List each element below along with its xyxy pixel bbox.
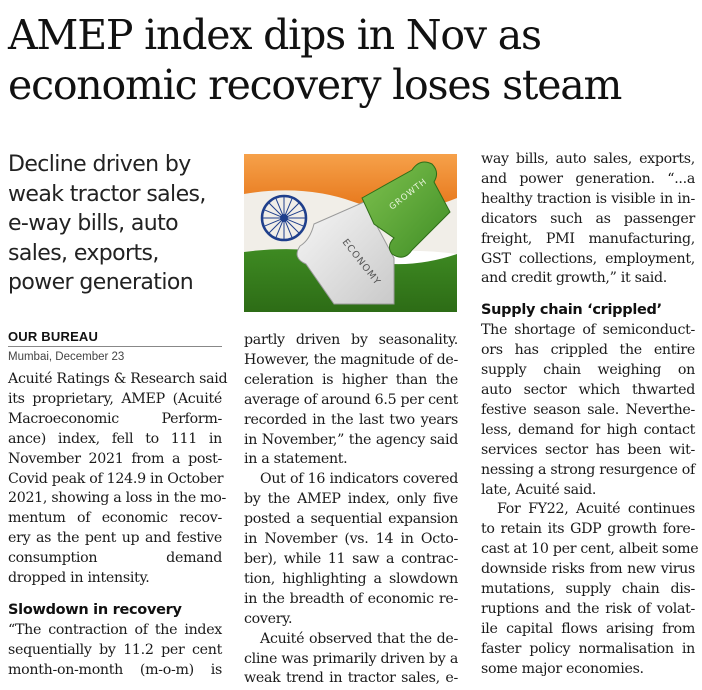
column-3-paragraph-1: way bills, auto sales, exports, and power… — [481, 150, 695, 289]
text-line: celeration is higher than the — [244, 371, 458, 388]
text-line: However, the magnitude of de- — [244, 351, 458, 368]
text-line: recorded in the last two years — [244, 411, 458, 428]
text-line: ery as the pent up and festive — [8, 530, 222, 547]
text-line: mentum of economic recov- — [8, 510, 222, 527]
ashoka-chakra-icon — [260, 194, 308, 242]
text-line: month-on-month (m-o-m) is — [8, 661, 222, 678]
text-line: Out of 16 indicators covered — [260, 471, 458, 488]
column-2-paragraph-3: Acuité observed that the de-cline was pr… — [244, 630, 458, 690]
paragraph-gap — [8, 589, 222, 601]
text-line: dicators such as passenger — [481, 210, 695, 227]
deck-line: power generation — [8, 270, 194, 295]
text-line: sequentially by 11.2 per cent — [8, 641, 222, 658]
headline-line-2: economic recovery loses steam — [8, 61, 622, 109]
text-line: posted a sequential expansion — [244, 511, 458, 528]
text-line: The shortage of semiconduct- — [481, 322, 695, 339]
text-line: in a statement. — [244, 451, 348, 468]
text-line: downside risks from new virus — [481, 561, 695, 578]
text-line: “The contraction of the index — [8, 621, 222, 638]
text-line: dropped in intensity. — [8, 570, 150, 587]
text-line: freight, PMI manufacturing, — [481, 230, 695, 247]
deck-line: Decline driven by — [8, 152, 191, 177]
text-line: average of around 6.5 per cent — [244, 391, 459, 408]
dateline: Mumbai, December 23 — [8, 351, 125, 363]
text-line: way bills, auto sales, exports, — [481, 151, 695, 167]
text-line: consumption demand — [8, 550, 222, 567]
column-3-paragraph-2: The shortage of semiconduct-ors has crip… — [481, 321, 695, 500]
article-column-1: Acuité Ratings & Research said its propri… — [8, 370, 228, 681]
text-line: cline was primarily driven by a — [244, 650, 458, 667]
text-line: partly driven by seasonality. — [244, 332, 458, 348]
text-line: late, Acuité said. — [481, 481, 597, 498]
article-column-3: way bills, auto sales, exports, and power… — [481, 150, 699, 680]
headline: AMEP index dips in Nov as economic recov… — [8, 10, 698, 110]
text-line: Covid peak of 124.9 in October — [8, 470, 224, 487]
text-line: cast at 10 per cent, albeit some — [481, 541, 699, 558]
text-line: in November (vs. 14 in Octo- — [244, 531, 458, 548]
text-line: its proprietary, AMEP (Acuité — [8, 390, 222, 407]
economy-puzzle-piece: ECONOMY — [296, 201, 395, 305]
text-line: 2021, showing a loss in the mo- — [8, 490, 227, 507]
text-line: to retain its GDP growth fore- — [481, 521, 695, 538]
text-line: and power generation. “...a — [481, 170, 695, 187]
column-1-paragraph-1: Acuité Ratings & Research said its propri… — [8, 370, 228, 589]
text-line: some major economies. — [481, 660, 644, 677]
text-line: auto sector which thwarted — [481, 381, 695, 398]
deck: Decline driven by weak tractor sales, e-… — [8, 150, 234, 298]
text-line: For FY22, Acuité continues — [497, 501, 695, 518]
text-line: Acuité observed that the de- — [260, 630, 458, 647]
text-line: festive season sale. Neverthe- — [481, 401, 695, 418]
column-3-paragraph-3: For FY22, Acuité continues to retain its … — [481, 500, 699, 679]
text-line: November 2021 from a post- — [8, 450, 222, 467]
text-line: ile capital flows arising from — [481, 620, 695, 637]
deck-line: e-way bills, auto — [8, 211, 179, 236]
text-line: in the breadth of economic re- — [244, 590, 458, 607]
text-line: covery. — [244, 610, 293, 627]
text-line: ors has crippled the entire — [481, 342, 695, 359]
text-line: ruptions and the risk of volat- — [481, 600, 695, 617]
column-1-paragraph-2: “The contraction of the index sequentiall… — [8, 621, 222, 681]
byline-divider — [8, 346, 222, 347]
deck-line: sales, exports, — [8, 240, 159, 266]
subhead-slowdown: Slowdown in recovery — [8, 601, 182, 618]
text-line: faster policy normalisation in — [481, 640, 695, 657]
headline-line-1: AMEP index dips in Nov as — [8, 11, 542, 59]
paragraph-gap — [481, 289, 695, 301]
growth-puzzle-piece: GROWTH — [361, 161, 451, 258]
economy-growth-puzzle-image: ECONOMY GROWTH — [244, 154, 457, 312]
text-line: supply chain weighing on — [481, 362, 695, 379]
text-line: mutations, supply chain dis- — [481, 581, 695, 598]
text-line: ance) index, fell to 111 in — [8, 430, 222, 447]
text-line: weak trend in tractor sales, e- — [244, 670, 458, 687]
text-line: nessing a strong resurgence of — [481, 461, 696, 478]
text-line: by the AMEP index, only five — [244, 491, 458, 508]
byline: OUR BUREAU — [8, 329, 99, 344]
column-2-paragraph-1: partly driven by seasonality. However, th… — [244, 331, 458, 470]
text-line: Acuité Ratings & Research said — [8, 371, 228, 387]
text-line: GST collections, employment, — [481, 250, 695, 267]
text-line: in November,” the agency said — [244, 431, 458, 448]
text-line: and credit growth,” it said. — [481, 270, 668, 287]
text-line: Macroeconomic Perform- — [8, 410, 222, 427]
column-2-paragraph-2: Out of 16 indicators covered by the AMEP … — [244, 470, 458, 629]
text-line: services sector has been wit- — [481, 441, 695, 458]
text-line: ber), while 11 saw a contrac- — [244, 550, 458, 567]
text-line: tion, highlighting a slowdown — [244, 570, 458, 587]
text-line: less, demand for high contact — [481, 421, 695, 438]
subhead-supply-chain: Supply chain ‘crippled’ — [481, 302, 662, 319]
puzzle-photo: ECONOMY GROWTH — [244, 154, 457, 312]
article-column-2: partly driven by seasonality. However, th… — [244, 331, 458, 689]
text-line: healthy traction is visible in in- — [481, 190, 695, 207]
deck-line: weak tractor sales, — [8, 181, 206, 207]
